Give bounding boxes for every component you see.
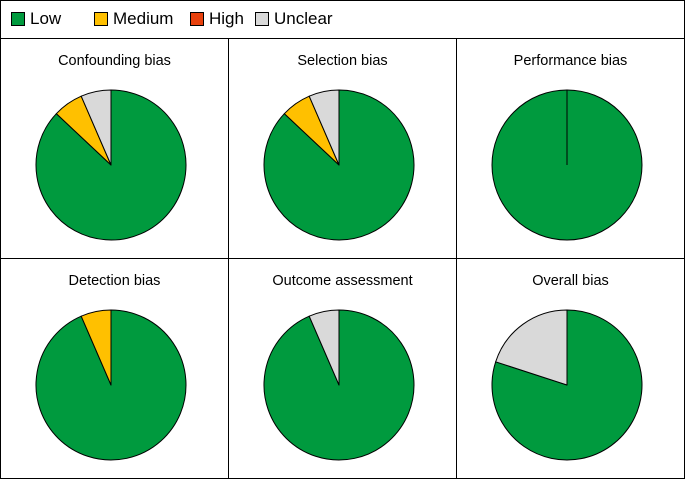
panel-title: Performance bias bbox=[513, 53, 628, 69]
legend-label-unclear: Unclear bbox=[274, 9, 333, 28]
pie-performance-bias bbox=[491, 89, 643, 241]
legend-swatch-unclear bbox=[255, 12, 269, 26]
legend-item-medium: Medium bbox=[94, 8, 173, 30]
pie-slice-medium bbox=[80, 309, 112, 386]
panel-title: Selection bias bbox=[297, 53, 388, 69]
panel-selection-bias: Selection bias bbox=[229, 39, 456, 258]
legend-item-high: High bbox=[190, 8, 244, 30]
panel-title: Outcome assessment bbox=[272, 273, 413, 289]
pie-outcome-assessment bbox=[263, 309, 415, 461]
panel-title: Overall bias bbox=[532, 273, 609, 289]
pie-detection-bias bbox=[35, 309, 187, 461]
panel-overall-bias: Overall bias bbox=[457, 259, 684, 478]
grid-divider-horizontal bbox=[1, 258, 684, 259]
pie-slice-unclear bbox=[308, 309, 340, 386]
pie-slice-unclear bbox=[308, 89, 340, 166]
legend-item-unclear: Unclear bbox=[255, 8, 333, 30]
pie-slice-unclear bbox=[80, 89, 112, 166]
legend: Low Medium High Unclear bbox=[1, 1, 684, 39]
panel-title: Detection bias bbox=[68, 273, 161, 289]
pie-slice-unclear bbox=[495, 309, 568, 386]
pie-confounding-bias bbox=[35, 89, 187, 241]
panel-title: Confounding bias bbox=[58, 53, 171, 69]
legend-label-high: High bbox=[209, 9, 244, 28]
pie-selection-bias bbox=[263, 89, 415, 241]
panel-detection-bias: Detection bias bbox=[1, 259, 228, 478]
panel-confounding-bias: Confounding bias bbox=[1, 39, 228, 258]
legend-item-low: Low bbox=[11, 8, 61, 30]
legend-swatch-high bbox=[190, 12, 204, 26]
legend-label-low: Low bbox=[30, 9, 62, 28]
panel-performance-bias: Performance bias bbox=[457, 39, 684, 258]
legend-label-medium: Medium bbox=[113, 9, 174, 28]
pie-overall-bias bbox=[491, 309, 643, 461]
panel-outcome-assessment: Outcome assessment bbox=[229, 259, 456, 478]
legend-swatch-medium bbox=[94, 12, 108, 26]
legend-swatch-low bbox=[11, 12, 25, 26]
